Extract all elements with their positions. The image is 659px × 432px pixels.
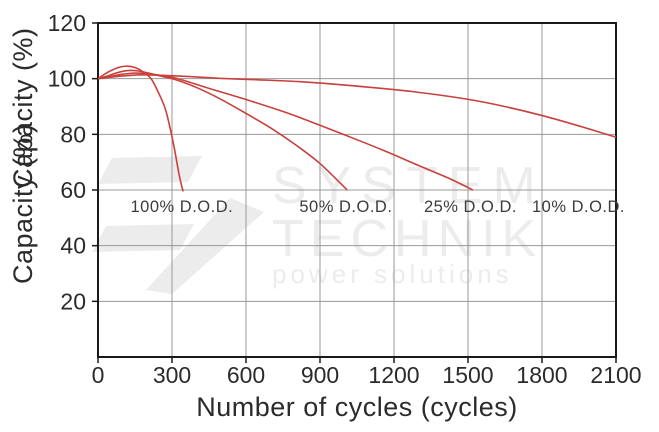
x-tick-label-0: 0 <box>92 362 105 388</box>
watermark-logo <box>98 156 202 184</box>
x-tick-label-1200: 1200 <box>368 362 419 388</box>
y-tick-label-40: 40 <box>60 233 86 259</box>
watermark-technik: TECHNIK <box>272 210 542 268</box>
x-tick-label-1500: 1500 <box>442 362 493 388</box>
watermark-power-solutions: power solutions <box>272 259 513 289</box>
watermark-system: SYSTEM <box>272 157 546 215</box>
y-tick-label-100: 100 <box>48 66 86 92</box>
label-100-d-o-d: 100% D.O.D. <box>131 198 234 216</box>
x-tick-label-2100: 2100 <box>590 362 641 388</box>
curve-50-d-o-d <box>97 69 348 191</box>
y-tick-label-20: 20 <box>60 288 86 314</box>
x-tick-label-1800: 1800 <box>516 362 567 388</box>
x-tick-label-300: 300 <box>153 362 191 388</box>
curve-10-d-o-d <box>97 73 617 138</box>
y-tick-label-60: 60 <box>60 177 86 203</box>
label-50-d-o-d: 50% D.O.D. <box>299 198 392 216</box>
x-axis-title: Number of cycles (cycles) <box>196 392 518 422</box>
y-tick-label-120: 120 <box>48 10 86 36</box>
curve-25-d-o-d <box>97 72 474 191</box>
x-tick-label-600: 600 <box>227 362 265 388</box>
watermark-logo <box>92 224 194 252</box>
label-10-d-o-d: 10% D.O.D. <box>532 198 625 216</box>
x-tick-label-900: 900 <box>301 362 339 388</box>
label-25-d-o-d: 25% D.O.D. <box>424 198 517 216</box>
y-tick-label-80: 80 <box>60 121 86 147</box>
